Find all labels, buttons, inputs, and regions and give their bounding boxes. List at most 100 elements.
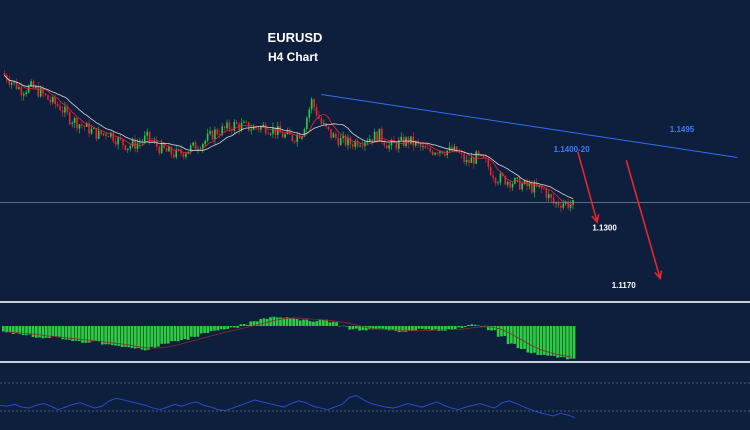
histogram-bar [331,321,335,326]
histogram-bar [44,326,48,338]
histogram-bar [486,326,490,331]
candle-body [509,181,511,188]
histogram-bar [397,326,401,333]
histogram-bar [569,326,573,359]
candle-body [385,145,388,149]
moving-averages-layer [4,75,574,206]
histogram-bar [453,326,457,330]
candle-body [158,146,161,154]
candle-body [66,106,69,113]
candle-body [160,142,163,154]
candle-body [100,130,102,135]
price-level-label: 1.1495 [670,125,695,134]
histogram-bar [206,326,210,333]
price-level-label: 1.1300 [592,224,617,233]
histogram-bar [562,326,566,358]
histogram-bar [5,326,8,333]
candle-body [555,202,557,204]
candle-body [521,183,523,190]
candle-body [368,139,371,142]
histogram-bar [190,326,193,337]
candle-body [61,110,64,113]
histogram-bar [58,326,61,338]
candle-body [284,134,286,138]
candle-body [107,136,110,137]
candle-body [518,177,521,190]
candle-body [277,126,279,135]
candle-body [226,122,228,129]
histogram-bar [150,326,154,347]
candle-body [424,145,427,149]
candle-body [216,129,219,135]
candle-body [545,189,548,198]
candle-body [71,123,73,124]
candle-body [342,135,344,139]
candle-body [390,139,393,146]
histogram-bar [483,325,487,327]
candle-body [538,186,540,187]
candle-body [480,155,482,156]
histogram-bar [500,326,503,337]
candle-body [465,159,468,163]
histogram-bar [437,326,441,331]
candle-body [458,152,461,153]
histogram-bar [450,326,454,330]
candle-body [8,80,11,85]
histogram-bar [249,321,253,326]
candle-body [397,140,400,149]
histogram-bar [193,326,197,337]
histogram-bar [348,326,352,330]
candle-body [395,142,398,149]
candle-body [381,128,383,142]
candle-body [453,146,456,152]
histogram-bar [242,324,246,326]
histogram-bar [417,326,421,329]
projection-arrow-head [654,270,663,281]
histogram-bar [513,326,517,344]
histogram-bar [124,326,127,347]
histogram-bar [282,317,286,326]
candle-body [209,130,211,134]
candle-body [59,106,61,111]
histogram-bar [420,326,424,329]
candle-body [448,146,451,151]
histogram-bar [473,324,477,326]
histogram-bar [84,326,88,343]
histogram-bar [318,319,322,326]
candle-body [308,109,311,118]
candle-body [494,178,497,184]
candle-body [497,182,499,184]
candle-body [332,133,335,138]
candle-body [187,151,190,154]
candle-body [516,177,519,179]
histogram-bar [341,325,345,327]
histogram-bar [519,326,523,350]
histogram-bar [391,326,394,330]
histogram-bar [87,326,91,343]
histogram-bar [38,326,41,338]
candle-body [414,141,417,146]
histogram-bar [572,326,576,359]
candle-body [52,96,54,103]
histogram-bar [153,326,157,348]
histogram-bar [374,326,378,330]
candle-body [139,142,141,144]
candle-body [460,152,463,154]
histogram-bar [490,326,493,331]
candle-body [88,123,90,134]
histogram-bar [546,326,550,356]
histogram-bar [308,321,312,326]
candle-body [429,148,432,152]
histogram-bar [467,325,470,326]
candle-body [202,143,204,150]
candle-body [35,86,37,88]
candle-body [27,85,30,93]
candle-body [168,146,170,152]
histogram-bar [25,326,28,336]
histogram-bar [279,317,282,326]
histogram-bar [298,320,302,326]
histogram-bar [533,326,536,353]
candle-body [422,145,424,147]
histogram-bar [226,326,230,330]
ma-fast-line [4,75,574,206]
